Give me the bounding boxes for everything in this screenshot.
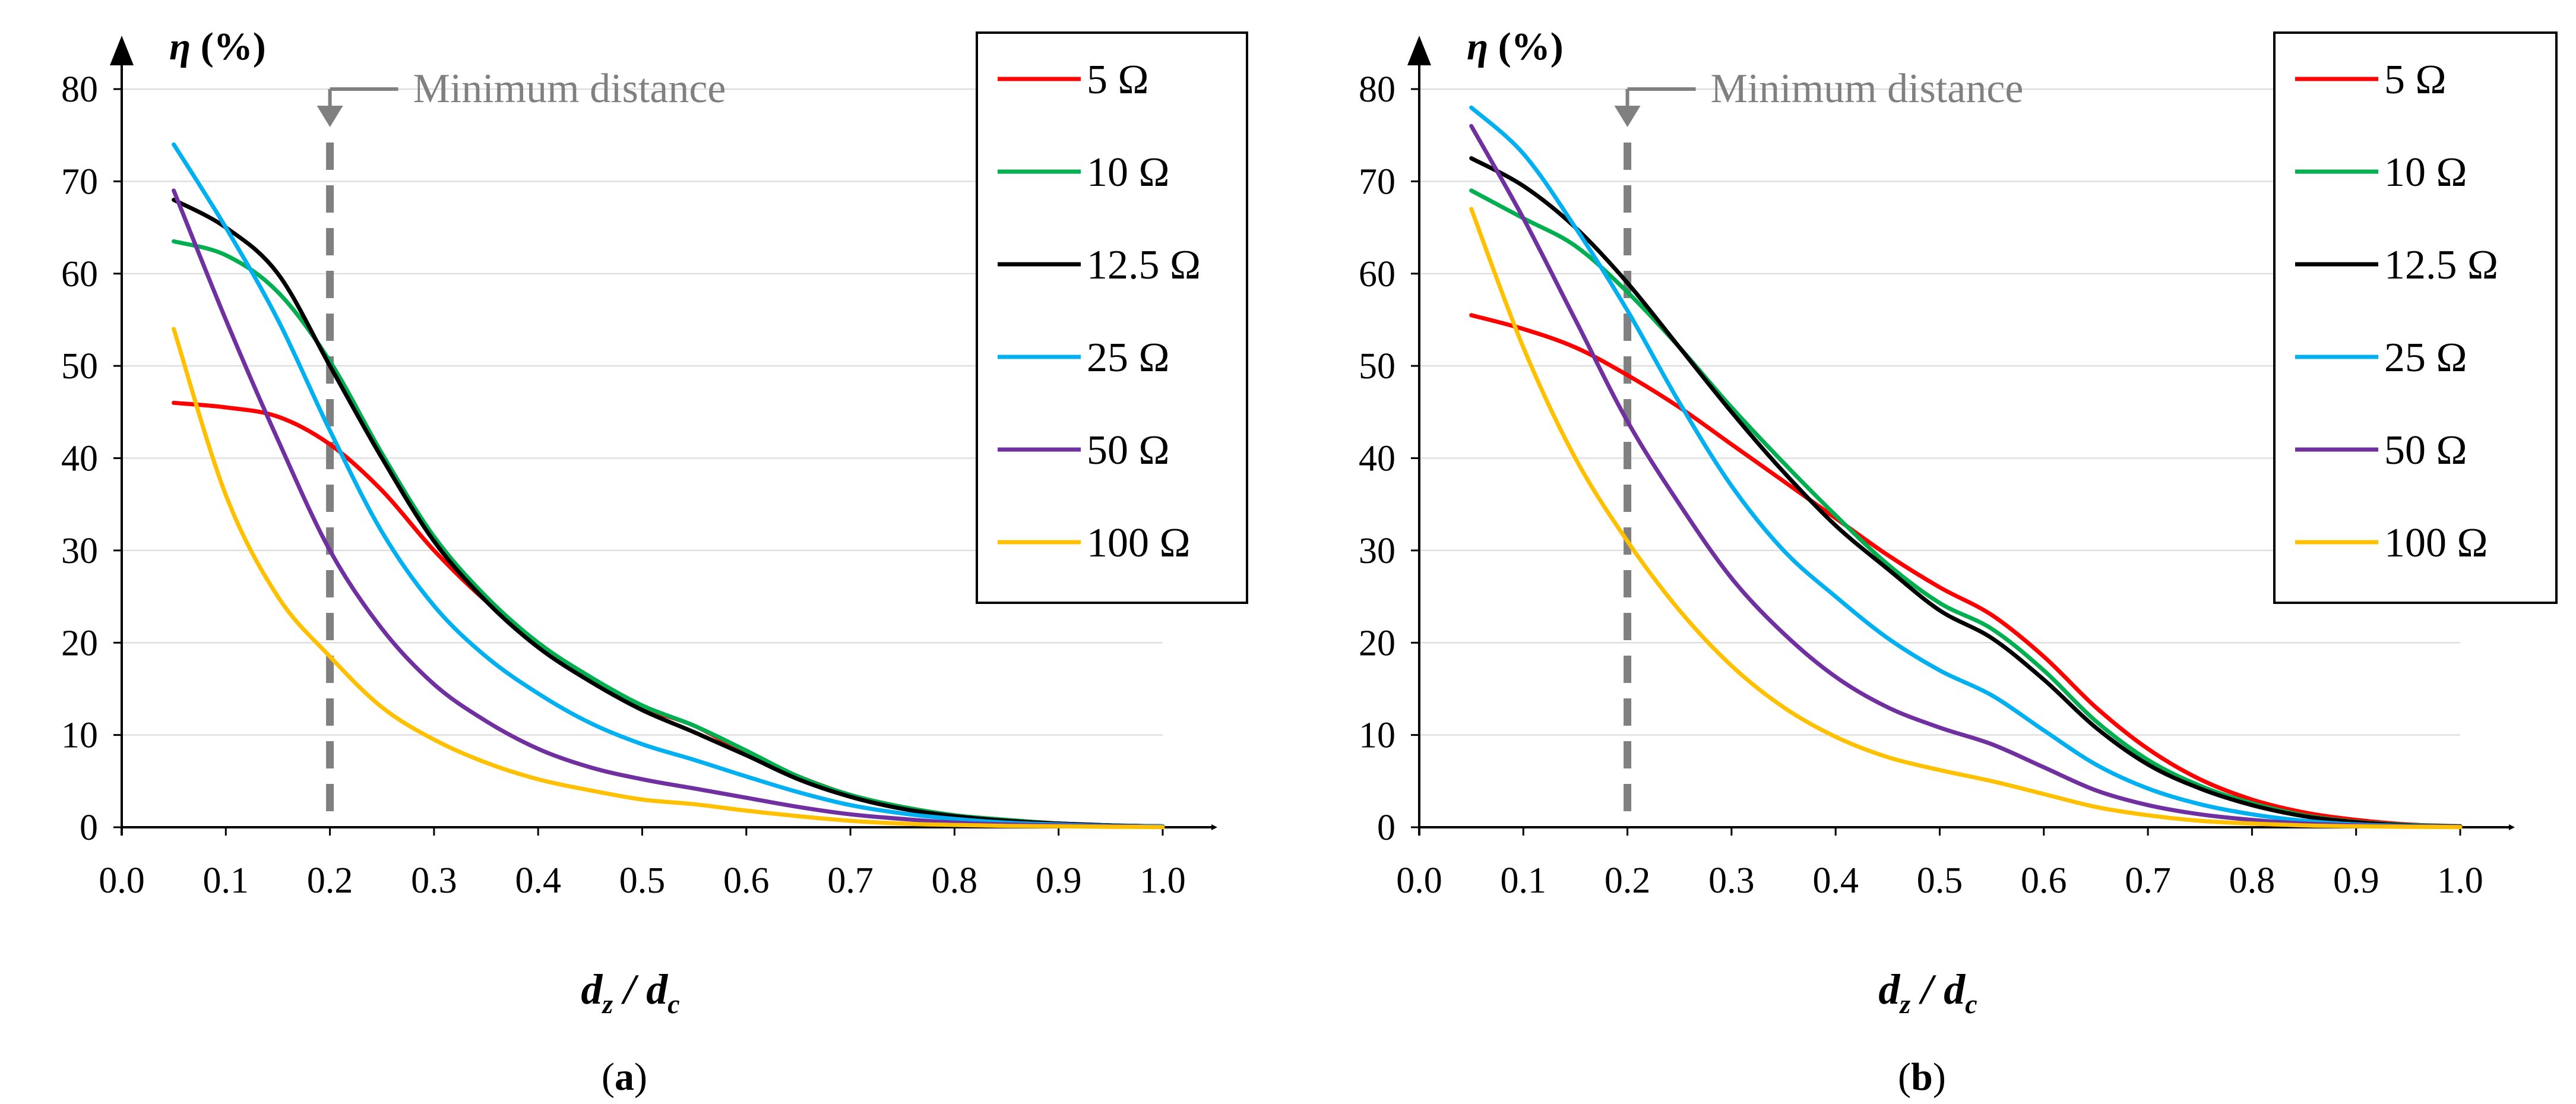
y-axis-arrow [110, 36, 134, 65]
x-label-sep: / [613, 966, 646, 1013]
x-axis-label: dz / dc [581, 966, 679, 1019]
y-tick-label: 80 [1359, 69, 1395, 110]
x-tick-label: 0.6 [2021, 861, 2067, 901]
x-tick-label: 0.7 [827, 861, 874, 901]
series-line-4 [1469, 124, 2463, 829]
x-tick-label: 0.4 [515, 861, 561, 901]
legend-label-2: 12.5 Ω [2384, 242, 2498, 288]
y-tick-label: 10 [61, 716, 98, 756]
y-tick-label: 0 [80, 808, 98, 848]
y-tick-label: 50 [61, 346, 98, 387]
y-axis-unit: (%) [1488, 25, 1563, 68]
y-tick-label: 40 [61, 439, 98, 479]
panel-paren-close: ) [1933, 1055, 1946, 1099]
x-tick-label: 0.5 [1917, 861, 1963, 901]
x-tick-label: 0.2 [307, 861, 353, 901]
y-tick-label: 70 [1359, 162, 1395, 202]
legend-label-4: 50 Ω [2384, 428, 2467, 473]
panel-a: 0.0 0.1 0.2 0.3 0.4 0.5 0.6 0.7 0.8 0.9 1.0 0 10 20 30… [61, 25, 1248, 1099]
y-axis-label: η (%) [169, 25, 266, 68]
min-distance-arrow [1614, 106, 1641, 127]
x-label-sub1: z [601, 989, 613, 1019]
min-distance-arrow [317, 106, 343, 127]
y-tick-label: 80 [61, 69, 98, 110]
x-label-sub2: c [667, 989, 679, 1019]
x-tick-label: 0.8 [932, 861, 978, 901]
x-axis-label: dz / dc [1878, 966, 1977, 1019]
panel-letter: b [1911, 1055, 1933, 1099]
x-tick-label: 0.1 [203, 861, 249, 901]
legend-label-1: 10 Ω [1087, 150, 1170, 195]
legend-label-0: 5 Ω [2384, 57, 2447, 103]
x-label-sub1: z [1898, 989, 1910, 1019]
y-tick-label: 70 [61, 162, 98, 202]
y-tick-label: 60 [1359, 254, 1395, 295]
series-line-2 [172, 198, 1165, 828]
y-tick-label: 60 [61, 254, 98, 295]
legend-label-0: 5 Ω [1087, 57, 1149, 103]
x-label-d2: d [1944, 966, 1966, 1013]
x-label-sub2: c [1965, 989, 1977, 1019]
x-tick-label: 0.3 [411, 861, 457, 901]
series-line-5 [172, 327, 1165, 830]
y-tick-label: 0 [1377, 808, 1395, 848]
legend-label-5: 100 Ω [1087, 520, 1191, 566]
legend-label-3: 25 Ω [1087, 335, 1170, 381]
legend: 5 Ω 10 Ω 12.5 Ω 25 Ω 50 Ω 100 Ω [976, 31, 1248, 604]
panel-paren-open: ( [602, 1055, 615, 1099]
panel-label: (a) [602, 1055, 647, 1099]
y-axis-symbol: η [169, 25, 191, 68]
x-tick-label: 0.7 [2125, 861, 2171, 901]
legend-label-1: 10 Ω [2384, 150, 2467, 195]
y-tick-label: 40 [1359, 439, 1395, 479]
y-tick-label: 30 [1359, 531, 1395, 571]
y-tick-label: 20 [61, 623, 98, 663]
series-line-2 [1469, 156, 2463, 828]
y-tick-label: 50 [1359, 346, 1395, 387]
legend-box [2273, 31, 2558, 604]
x-label-sep: / [1910, 966, 1944, 1013]
min-distance-label: Minimum distance [413, 66, 726, 112]
x-label-d1: d [581, 966, 603, 1013]
panel-paren-open: ( [1898, 1055, 1911, 1099]
y-axis-label: η (%) [1467, 25, 1564, 68]
panel-paren-close: ) [634, 1055, 647, 1099]
y-tick-label: 20 [1359, 623, 1395, 663]
x-tick-label: 0.4 [1812, 861, 1859, 901]
x-label-d1: d [1878, 966, 1900, 1013]
x-label-d2: d [646, 966, 668, 1013]
y-axis-arrow [1407, 36, 1431, 65]
x-tick-label: 0.8 [2229, 861, 2276, 901]
legend: 5 Ω 10 Ω 12.5 Ω 25 Ω 50 Ω 100 Ω [2273, 31, 2558, 604]
x-tick-label: 0.5 [619, 861, 666, 901]
legend-label-4: 50 Ω [1087, 428, 1170, 473]
x-tick-label: 0.9 [1036, 861, 1082, 901]
x-tick-label: 0.2 [1605, 861, 1651, 901]
y-axis-symbol: η [1467, 25, 1488, 68]
legend-label-2: 12.5 Ω [1087, 242, 1201, 288]
y-axis-unit: (%) [191, 25, 265, 68]
x-tick-label: 1.0 [1140, 861, 1186, 901]
x-tick-label: 0.1 [1501, 861, 1547, 901]
x-tick-label: 1.0 [2437, 861, 2483, 901]
legend-box [976, 31, 1248, 604]
panel-b: 0.0 0.1 0.2 0.3 0.4 0.5 0.6 0.7 0.8 0.9 1.0 0 10 20 30… [1359, 25, 2558, 1099]
x-tick-label: 0.3 [1708, 861, 1755, 901]
x-tick-label: 0.9 [2333, 861, 2379, 901]
panel-letter: a [615, 1055, 634, 1099]
y-tick-label: 10 [1359, 716, 1395, 756]
series-line-3 [1469, 105, 2463, 829]
legend-label-3: 25 Ω [2384, 335, 2467, 381]
series-line-5 [1469, 207, 2463, 830]
series-line-0 [1469, 313, 2463, 828]
min-distance-label: Minimum distance [1711, 66, 2024, 112]
legend-label-5: 100 Ω [2384, 520, 2488, 566]
x-tick-label: 0.0 [1396, 861, 1442, 901]
y-tick-label: 30 [61, 531, 98, 571]
panel-label: (b) [1898, 1055, 1946, 1099]
x-tick-label: 0.6 [723, 861, 770, 901]
x-tick-label: 0.0 [99, 861, 145, 901]
series-line-3 [172, 142, 1165, 828]
